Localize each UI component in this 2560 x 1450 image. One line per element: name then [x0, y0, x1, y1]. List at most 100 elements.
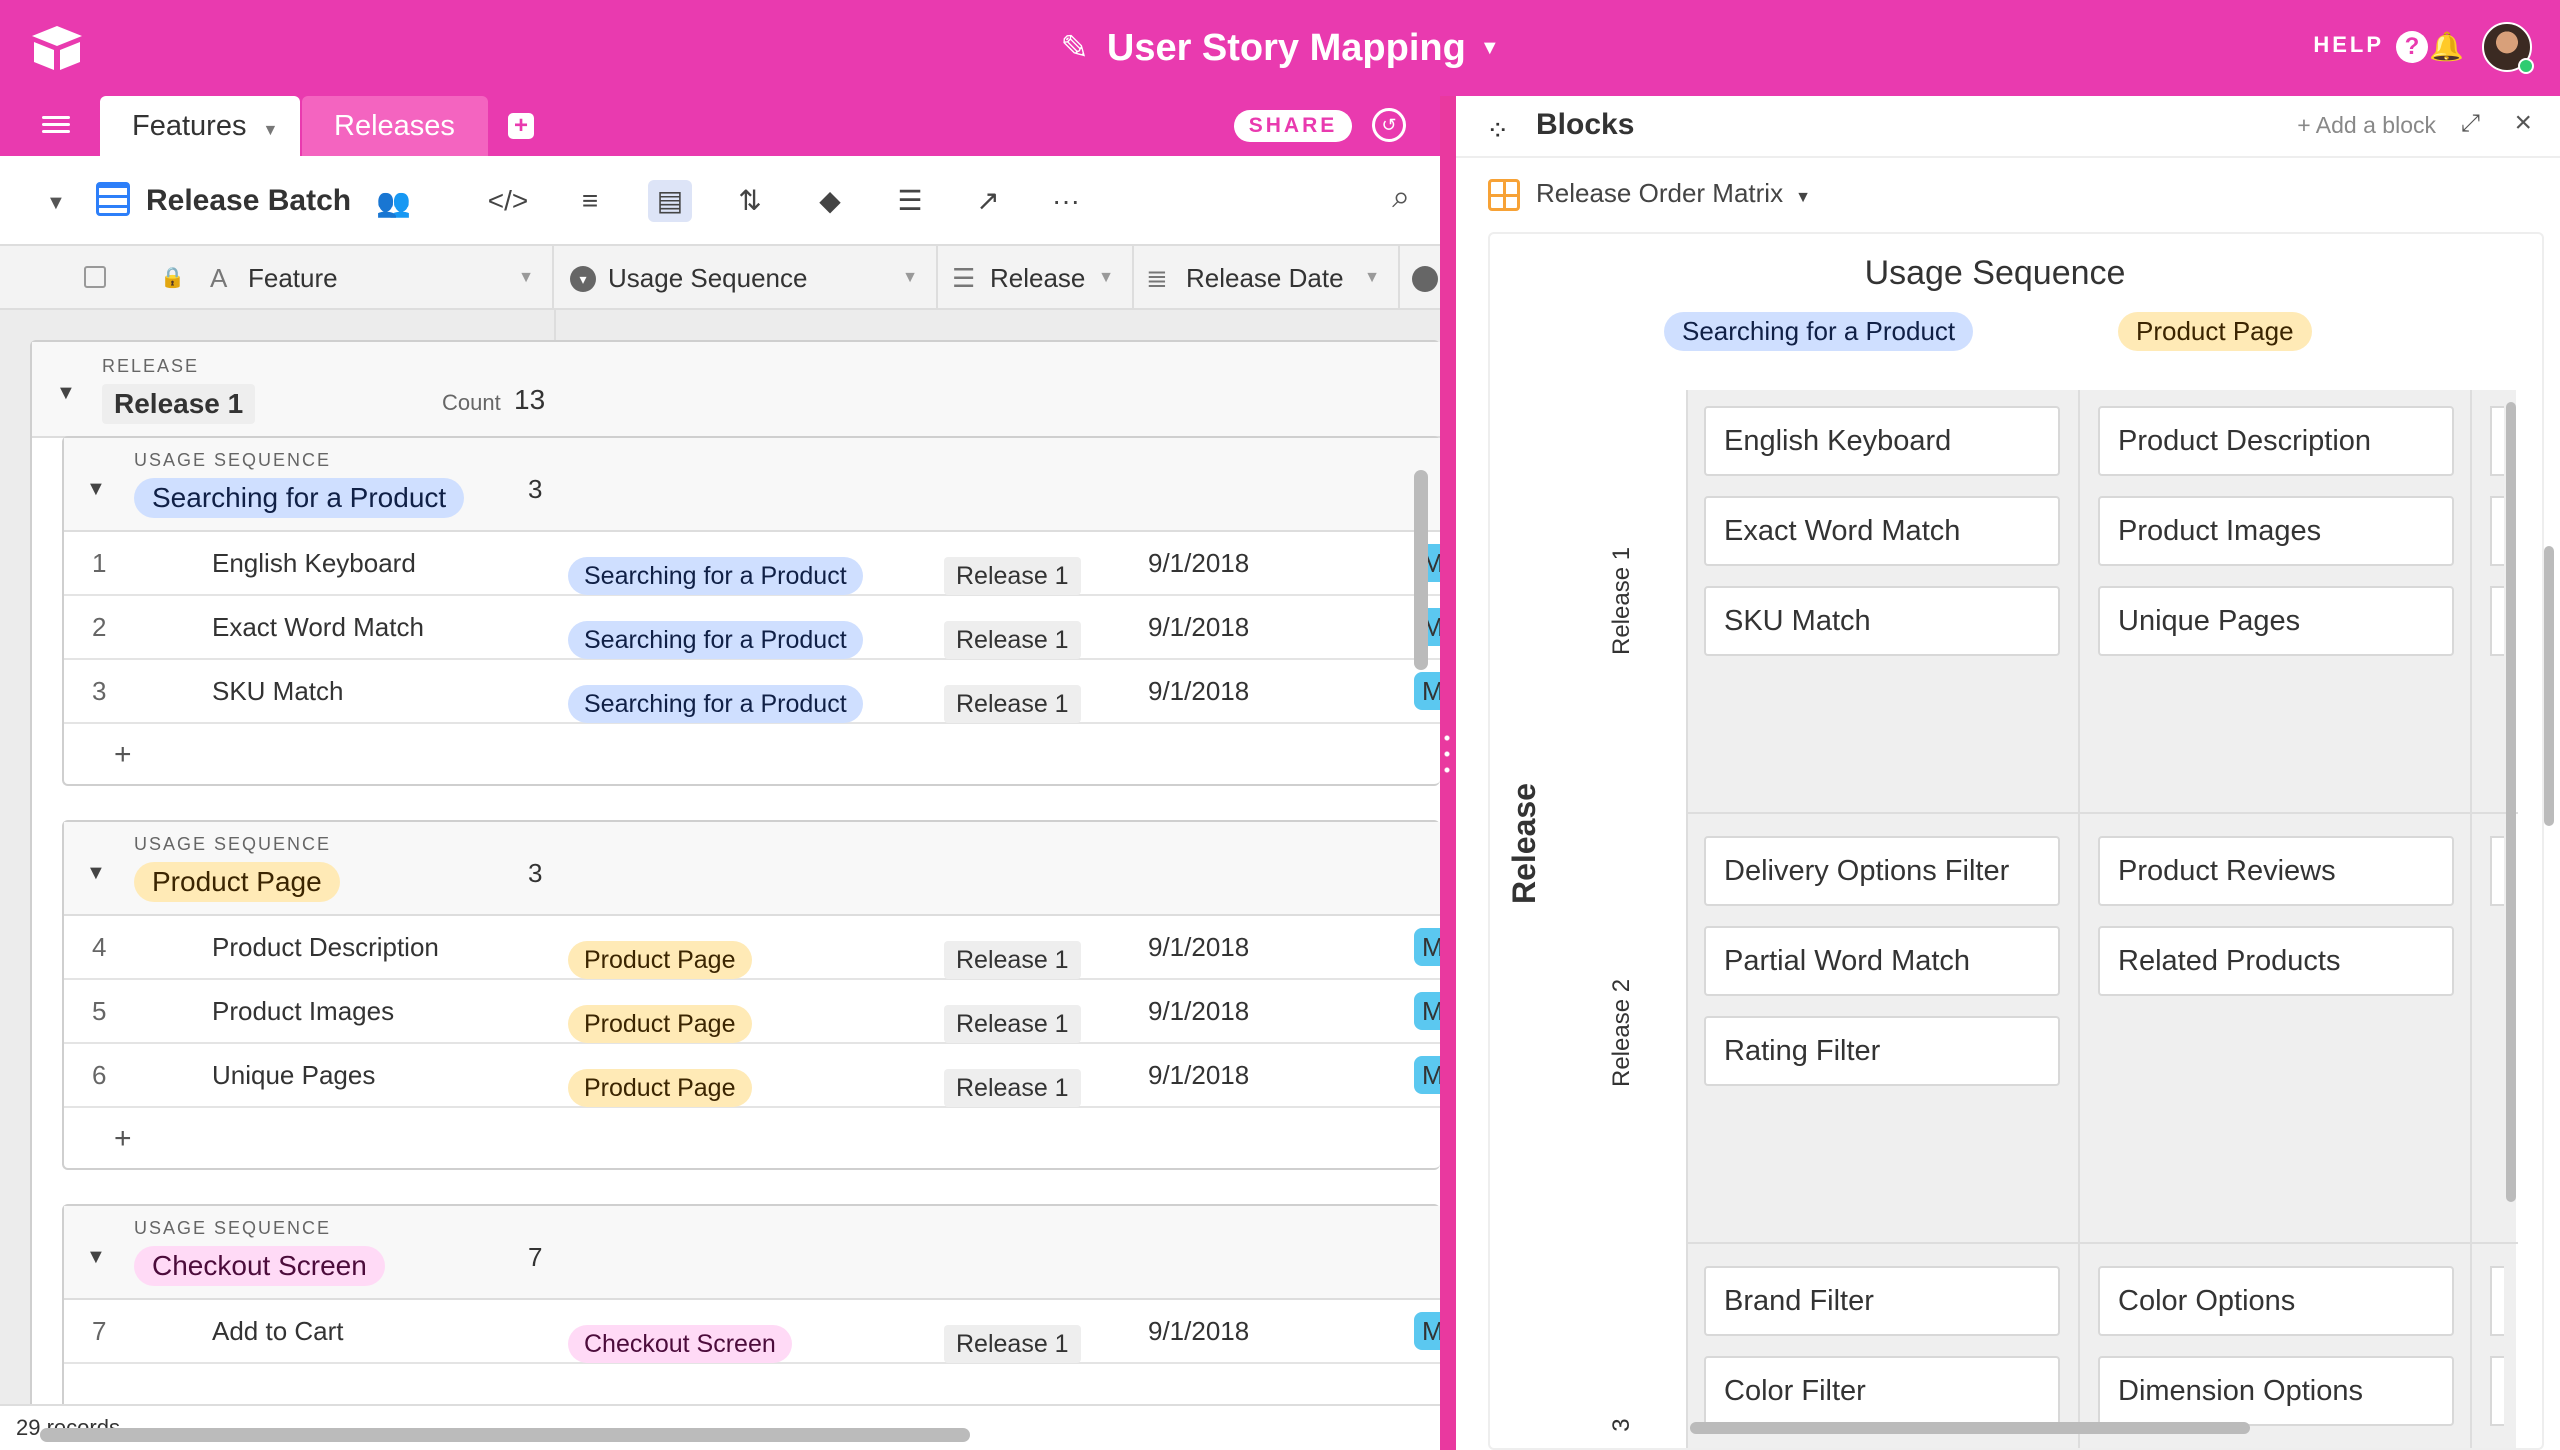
blocks-panel-scrollbar[interactable]: [2544, 546, 2554, 826]
more-icon[interactable]: ···: [1052, 185, 1080, 216]
usage-cell-pill[interactable]: Checkout Screen: [568, 1325, 792, 1363]
collapse-group-icon[interactable]: ▼: [86, 478, 106, 500]
usage-cell-pill[interactable]: Product Page: [568, 941, 752, 979]
usage-cell-pill[interactable]: Searching for a Product: [568, 685, 863, 723]
matrix-card[interactable]: Brand Filter: [1704, 1266, 2060, 1336]
matrix-card[interactable]: English Keyboard: [1704, 406, 2060, 476]
matrix-card[interactable]: Partial Word Match: [1704, 926, 2060, 996]
chevron-down-icon[interactable]: ▼: [262, 122, 279, 139]
table-row[interactable]: 3 SKU Match Searching for a Product Rele…: [64, 660, 1440, 724]
table-row[interactable]: 6 Unique Pages Product Page Release 1 9/…: [64, 1044, 1440, 1108]
feature-cell[interactable]: SKU Match: [212, 676, 344, 706]
expand-icon[interactable]: ⤢: [2460, 110, 2480, 137]
tab-releases[interactable]: Releases: [302, 96, 488, 156]
share-view-icon[interactable]: ↗: [976, 185, 1000, 216]
usage-cell-pill[interactable]: Searching for a Product: [568, 621, 863, 659]
feature-cell[interactable]: Add to Cart: [212, 1316, 344, 1346]
table-row[interactable]: 5 Product Images Product Page Release 1 …: [64, 980, 1440, 1044]
vertical-scrollbar[interactable]: [1414, 470, 1428, 670]
column-header-release[interactable]: ☰ Release ▼: [940, 246, 1134, 310]
search-icon[interactable]: ⌕: [1392, 178, 1410, 214]
release-cell[interactable]: Release 1: [944, 557, 1081, 595]
usage-group-header[interactable]: ▼ USAGE SEQUENCE Product Page 3: [64, 822, 1440, 916]
table-row[interactable]: 2 Exact Word Match Searching for a Produ…: [64, 596, 1440, 660]
select-all-checkbox[interactable]: [84, 266, 106, 288]
date-cell[interactable]: 9/1/2018: [1148, 612, 1250, 642]
add-row-button[interactable]: +: [114, 1122, 132, 1155]
hide-fields-icon[interactable]: </>: [487, 185, 529, 216]
add-row-button[interactable]: +: [114, 738, 132, 771]
view-name[interactable]: Release Batch: [146, 184, 352, 217]
date-cell[interactable]: 9/1/2018: [1148, 932, 1250, 962]
feature-cell[interactable]: English Keyboard: [212, 548, 416, 578]
help-label[interactable]: HELP: [2313, 32, 2384, 57]
matrix-card[interactable]: Color Filter: [1704, 1356, 2060, 1426]
usage-cell-pill[interactable]: Searching for a Product: [568, 557, 863, 595]
matrix-card[interactable]: Unique Pages: [2098, 586, 2454, 656]
row-height-icon[interactable]: ☰: [897, 185, 923, 216]
matrix-card-partial[interactable]: [2490, 1356, 2504, 1426]
base-title[interactable]: ✎ User Story Mapping ▼: [0, 0, 2560, 96]
release-cell[interactable]: Release 1: [944, 685, 1081, 723]
block-selector[interactable]: Release Order Matrix ▼: [1488, 178, 1811, 212]
release-cell[interactable]: Release 1: [944, 1069, 1081, 1107]
usage-group-header[interactable]: ▼ USAGE SEQUENCE Searching for a Product…: [64, 438, 1440, 532]
history-icon[interactable]: ↺: [1372, 108, 1406, 142]
extra-cell-pill[interactable]: M: [1414, 1312, 1440, 1350]
table-row[interactable]: 1 English Keyboard Searching for a Produ…: [64, 532, 1440, 596]
horizontal-scrollbar[interactable]: [40, 1428, 970, 1442]
matrix-card[interactable]: Related Products: [2098, 926, 2454, 996]
group-icon[interactable]: ▤: [648, 180, 692, 222]
collapse-group-icon[interactable]: ▼: [56, 382, 76, 404]
column-header-release-date[interactable]: ≣ Release Date ▼: [1136, 246, 1400, 310]
collapse-group-icon[interactable]: ▼: [86, 1246, 106, 1268]
extra-cell-pill[interactable]: M: [1414, 992, 1440, 1030]
collapse-group-icon[interactable]: ▼: [86, 862, 106, 884]
date-cell[interactable]: 9/1/2018: [1148, 548, 1250, 578]
date-cell[interactable]: 9/1/2018: [1148, 1316, 1250, 1346]
close-icon[interactable]: ×: [2514, 106, 2532, 139]
bell-icon[interactable]: 🔔: [2429, 31, 2464, 62]
matrix-card[interactable]: Product Images: [2098, 496, 2454, 566]
tab-features[interactable]: Features ▼: [100, 96, 300, 156]
matrix-card-partial[interactable]: [2490, 406, 2504, 476]
matrix-card-partial[interactable]: [2490, 496, 2504, 566]
column-header-feature[interactable]: 🔒 A Feature ▼: [0, 246, 554, 310]
matrix-card[interactable]: SKU Match: [1704, 586, 2060, 656]
column-header-more[interactable]: [1402, 246, 1440, 310]
color-icon[interactable]: ◆: [819, 185, 841, 216]
share-button[interactable]: SHARE: [1234, 110, 1352, 142]
feature-cell[interactable]: Unique Pages: [212, 1060, 376, 1090]
extra-cell-pill[interactable]: M: [1414, 672, 1440, 710]
release-cell[interactable]: Release 1: [944, 621, 1081, 659]
matrix-card-partial[interactable]: [2490, 1266, 2504, 1336]
matrix-card-partial[interactable]: [2490, 836, 2504, 906]
date-cell[interactable]: 9/1/2018: [1148, 676, 1250, 706]
chevron-down-icon[interactable]: ▼: [518, 269, 534, 286]
collaborative-view-icon[interactable]: 👥: [376, 187, 411, 218]
matrix-card[interactable]: Delivery Options Filter: [1704, 836, 2060, 906]
matrix-card[interactable]: Exact Word Match: [1704, 496, 2060, 566]
extra-cell-pill[interactable]: M: [1414, 1056, 1440, 1094]
panel-resize-handle[interactable]: [1444, 730, 1450, 776]
hamburger-menu-icon[interactable]: [42, 112, 70, 136]
release-group-header[interactable]: ▼ RELEASE Release 1 Count 13: [32, 342, 1440, 438]
usage-cell-pill[interactable]: Product Page: [568, 1069, 752, 1107]
matrix-card[interactable]: Product Description: [2098, 406, 2454, 476]
matrix-card[interactable]: Color Options: [2098, 1266, 2454, 1336]
chevron-down-icon[interactable]: ▼: [1098, 269, 1114, 286]
airtable-logo-icon[interactable]: [30, 24, 84, 72]
help-icon[interactable]: ?: [2396, 31, 2428, 63]
matrix-card-partial[interactable]: [2490, 586, 2504, 656]
chevron-down-icon[interactable]: ▼: [1364, 269, 1380, 286]
release-cell[interactable]: Release 1: [944, 941, 1081, 979]
chevron-down-icon[interactable]: ▼: [902, 269, 918, 286]
matrix-horizontal-scrollbar[interactable]: [1690, 1422, 2250, 1434]
chevron-down-icon[interactable]: ▼: [1795, 189, 1811, 206]
release-cell[interactable]: Release 1: [944, 1325, 1081, 1363]
sort-icon[interactable]: ⇅: [738, 185, 762, 216]
feature-cell[interactable]: Exact Word Match: [212, 612, 424, 642]
matrix-card[interactable]: Dimension Options: [2098, 1356, 2454, 1426]
usage-cell-pill[interactable]: Product Page: [568, 1005, 752, 1043]
feature-cell[interactable]: Product Description: [212, 932, 439, 962]
